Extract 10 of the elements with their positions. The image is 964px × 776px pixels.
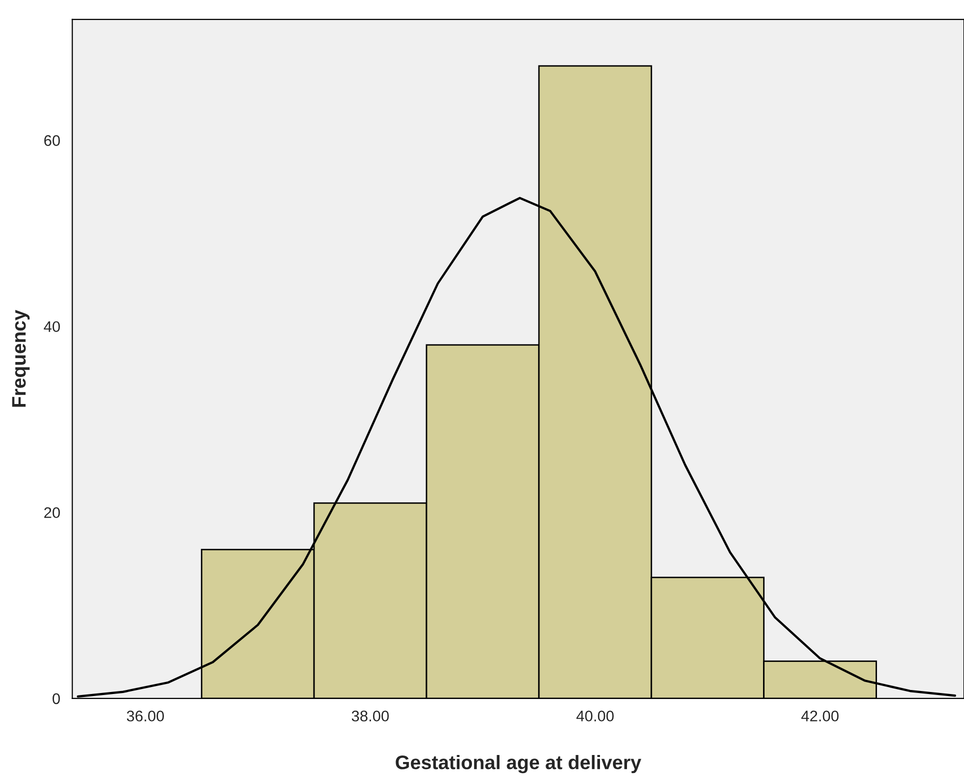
y-tick-label: 60 xyxy=(44,135,60,146)
x-tick-label: 38.00 xyxy=(352,710,389,722)
x-axis-title: Gestational age at delivery xyxy=(396,755,642,774)
y-tick-label: 0 xyxy=(52,693,60,704)
y-tick-label: 40 xyxy=(44,321,60,332)
y-axis-title: Frequency xyxy=(12,310,30,407)
x-tick-label: 42.00 xyxy=(801,710,839,722)
x-tick-label: 36.00 xyxy=(126,710,164,722)
y-tick-label: 20 xyxy=(44,507,60,518)
x-tick-label: 40.00 xyxy=(576,710,614,722)
